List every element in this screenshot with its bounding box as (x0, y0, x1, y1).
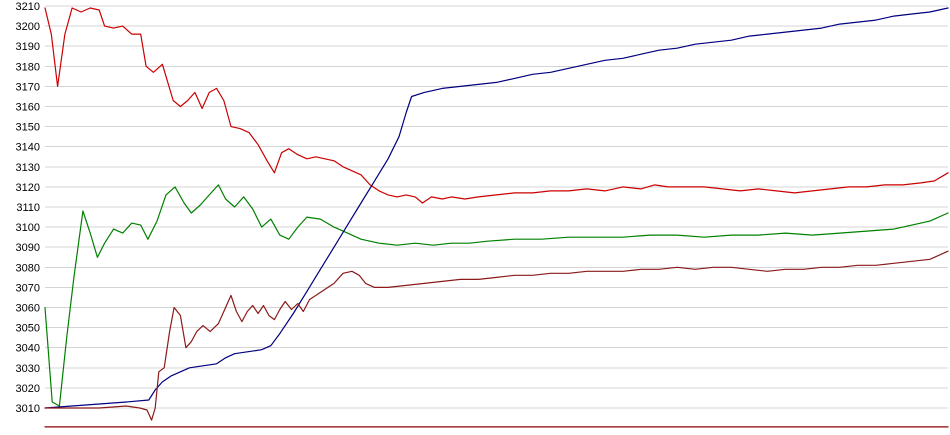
y-axis-tick-label: 3180 (16, 61, 40, 73)
y-axis-tick-label: 3120 (16, 182, 40, 194)
y-axis-tick-label: 3160 (16, 102, 40, 114)
series-line-green (44, 184, 949, 407)
series-line-red-upper (44, 7, 949, 204)
series-line-blue (44, 7, 949, 409)
y-axis-tick-label: 3130 (16, 162, 40, 174)
y-axis-tick-label: 3100 (16, 222, 40, 234)
y-axis-tick-label: 3080 (16, 262, 40, 274)
y-axis-tick-label: 3170 (16, 81, 40, 93)
y-axis-tick-label: 3070 (16, 282, 40, 294)
y-axis-tick-label: 3060 (16, 303, 40, 315)
y-axis-tick-label: 3030 (16, 363, 40, 375)
y-axis-tick-label: 3140 (16, 142, 40, 154)
y-axis-tick-label: 3210 (16, 1, 40, 13)
y-axis-tick-label: 3090 (16, 242, 40, 254)
y-axis-tick-label: 3020 (16, 383, 40, 395)
y-axis-tick-label: 3040 (16, 343, 40, 355)
y-axis-tick-label: 3150 (16, 122, 40, 134)
y-axis-tick-label: 3200 (16, 21, 40, 33)
y-axis-tick-labels: 3210 3200 3190 3180 3170 3160 3150 3140 3130 3120… (16, 1, 40, 415)
y-axis-tick-label: 3050 (16, 323, 40, 335)
gridlines (45, 5, 948, 409)
y-axis-tick-label: 3190 (16, 41, 40, 53)
y-axis-tick-label: 3110 (16, 202, 40, 214)
series-line-dark-red-lower (44, 250, 949, 421)
y-axis-tick-label: 3010 (16, 403, 40, 415)
